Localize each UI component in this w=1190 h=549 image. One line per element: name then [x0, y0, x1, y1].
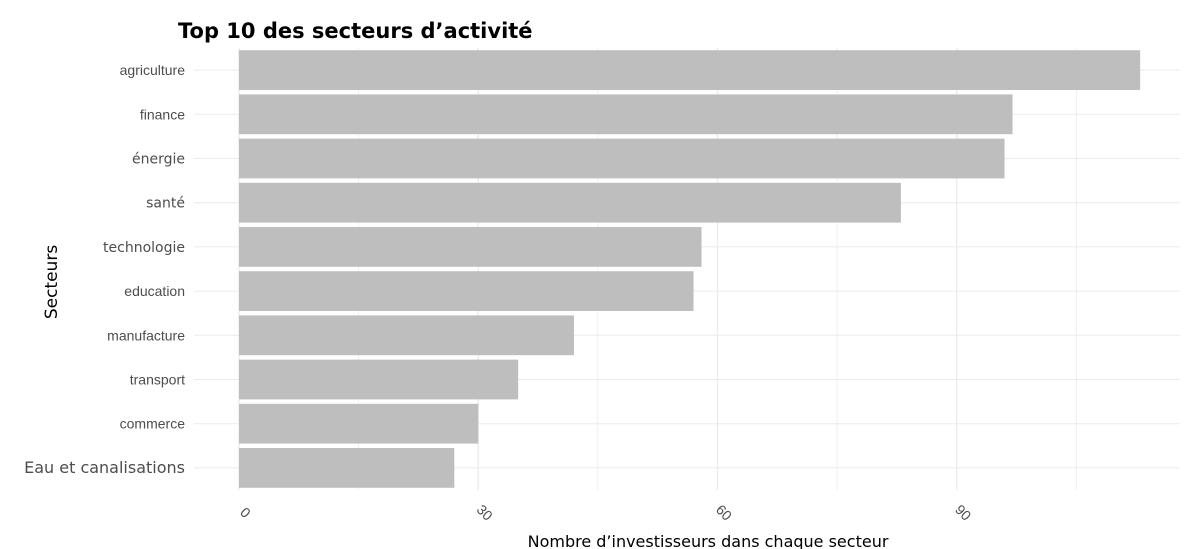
x-tick-label-3: 90 — [952, 501, 974, 523]
chart-title: Top 10 des secteurs d’activité — [178, 19, 533, 43]
bar-6 — [239, 315, 574, 356]
y-tick-label-1: finance — [140, 106, 185, 122]
bar-4 — [239, 227, 702, 267]
y-tick-label-9: Eau et canalisations — [24, 458, 185, 477]
x-tick-label-0: 0 — [237, 504, 254, 521]
x-tick-label-1: 30 — [474, 501, 496, 523]
bar-3 — [239, 182, 901, 223]
y-tick-label-4: technologie — [103, 240, 185, 256]
y-axis-title: Secteurs — [42, 245, 62, 319]
bar-7 — [239, 359, 519, 400]
y-tick-label-2: énergie — [132, 152, 185, 168]
bar-0 — [239, 50, 1141, 90]
bar-9 — [239, 448, 455, 488]
bar-5 — [239, 271, 694, 311]
bar-1 — [239, 94, 1013, 135]
x-axis-title: Nombre d’investisseurs dans chaque secte… — [528, 532, 889, 549]
y-tick-label-6: manufacture — [107, 327, 185, 343]
y-tick-label-7: transport — [130, 372, 185, 388]
y-tick-label-0: agriculture — [120, 62, 186, 78]
bar-2 — [239, 138, 1005, 179]
bar-8 — [239, 403, 479, 444]
y-tick-label-5: education — [124, 283, 185, 299]
x-tick-label-2: 60 — [713, 501, 735, 523]
bars-layer — [239, 50, 1141, 488]
y-tick-label-8: commerce — [120, 416, 186, 432]
y-tick-label-3: santé — [146, 196, 185, 212]
